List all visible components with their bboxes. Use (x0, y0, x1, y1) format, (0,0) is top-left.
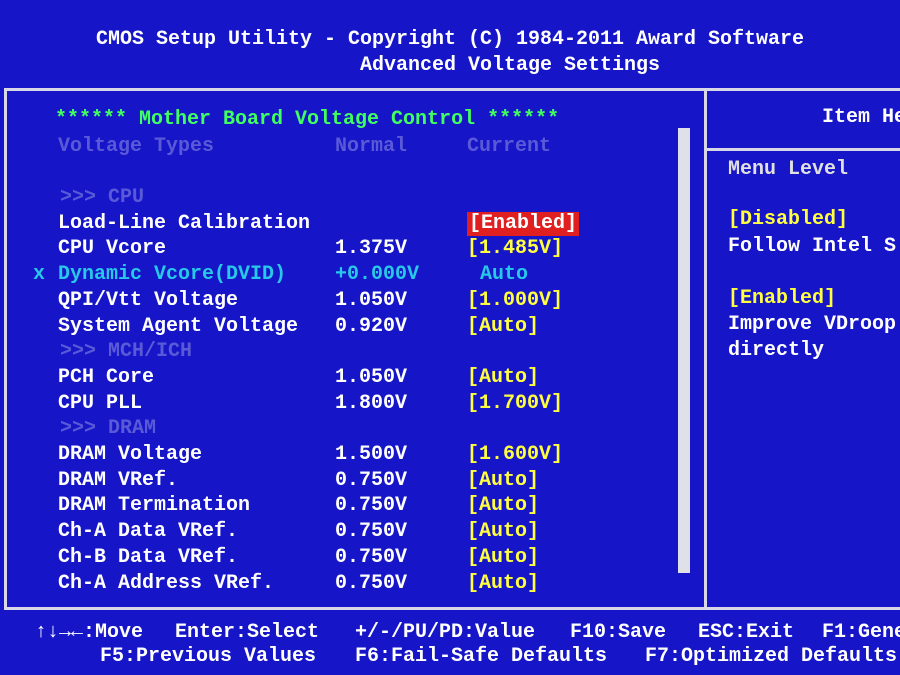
current-value: Auto (480, 263, 529, 287)
help-text: [Enabled] (728, 287, 837, 310)
section-heading: ****** Mother Board Voltage Control ****… (55, 108, 560, 131)
footer-key: F10:Save (570, 621, 667, 644)
item-label[interactable]: PCH Core (58, 365, 155, 389)
subtitle: Advanced Voltage Settings (359, 54, 661, 77)
item-label[interactable]: DRAM Termination (58, 494, 251, 518)
normal-value: 0.750V (335, 494, 408, 518)
item-label[interactable]: Load-Line Calibration (58, 211, 311, 235)
item-label[interactable]: Ch-A Data VRef. (58, 520, 239, 544)
current-value[interactable]: [1.700V] (467, 391, 564, 415)
current-value[interactable]: [1.600V] (467, 443, 564, 466)
current-value[interactable]: [Enabled] (467, 211, 580, 236)
column-header: Voltage Types (58, 135, 215, 158)
current-value[interactable]: [Auto] (467, 571, 540, 595)
help-divider (707, 148, 900, 151)
current-value[interactable]: [Auto] (467, 314, 540, 338)
normal-value: 0.750V (335, 468, 408, 492)
normal-value: 0.750V (335, 520, 408, 544)
footer-key: F5:Previous Values (100, 645, 317, 668)
column-header: Normal (335, 135, 408, 158)
help-text: Improve VDroop (728, 313, 897, 336)
normal-value: 1.050V (335, 365, 408, 389)
scrollbar[interactable] (678, 128, 690, 573)
item-label[interactable]: CPU Vcore (58, 237, 167, 261)
item-label[interactable]: Ch-B Data VRef. (58, 545, 239, 569)
footer-key: F1:Gene (822, 621, 900, 644)
column-header: Current (467, 135, 552, 158)
current-value[interactable]: [Auto] (467, 365, 540, 389)
help-text: Follow Intel S (728, 235, 897, 258)
item-label[interactable]: DRAM VRef. (58, 468, 179, 492)
normal-value: 1.375V (335, 237, 408, 261)
footer-key: +/-/PU/PD:Value (355, 621, 536, 644)
item-label[interactable]: CPU PLL (58, 391, 143, 415)
normal-value: +0.000V (335, 263, 420, 287)
normal-value: 0.750V (335, 545, 408, 569)
footer-key: F7:Optimized Defaults (645, 645, 898, 668)
normal-value: 1.500V (335, 443, 408, 466)
current-value[interactable]: [Auto] (467, 468, 540, 492)
footer-key: ESC:Exit (698, 621, 795, 644)
footer-key: F6:Fail-Safe Defaults (355, 645, 608, 668)
help-text: directly (728, 339, 825, 362)
help-title: Item He (822, 106, 900, 129)
footer-key: ↑↓→←:Move (35, 621, 144, 644)
current-value[interactable]: [Auto] (467, 545, 540, 569)
main-frame (4, 88, 900, 610)
group-label: >>> CPU (60, 186, 145, 209)
current-value[interactable]: [1.000V] (467, 288, 564, 312)
help-text: [Disabled] (728, 208, 849, 231)
item-label[interactable]: QPI/Vtt Voltage (58, 288, 239, 312)
footer-key: Enter:Select (175, 621, 320, 644)
normal-value: 1.050V (335, 288, 408, 312)
group-label: >>> MCH/ICH (60, 340, 193, 364)
group-label: >>> DRAM (60, 417, 157, 441)
disabled-marker: x (33, 263, 46, 287)
menu-level: Menu Level (728, 158, 849, 181)
title: CMOS Setup Utility - Copyright (C) 1984-… (95, 28, 805, 51)
item-label[interactable]: Ch-A Address VRef. (58, 571, 275, 595)
item-label[interactable]: DRAM Voltage (58, 443, 203, 466)
current-value[interactable]: [Auto] (467, 494, 540, 518)
divider (704, 88, 707, 610)
normal-value: 0.750V (335, 571, 408, 595)
current-value[interactable]: [Auto] (467, 520, 540, 544)
item-label[interactable]: System Agent Voltage (58, 314, 299, 338)
normal-value: 0.920V (335, 314, 408, 338)
current-value[interactable]: [1.485V] (467, 237, 564, 261)
normal-value: 1.800V (335, 391, 408, 415)
item-label: Dynamic Vcore(DVID) (58, 263, 287, 287)
